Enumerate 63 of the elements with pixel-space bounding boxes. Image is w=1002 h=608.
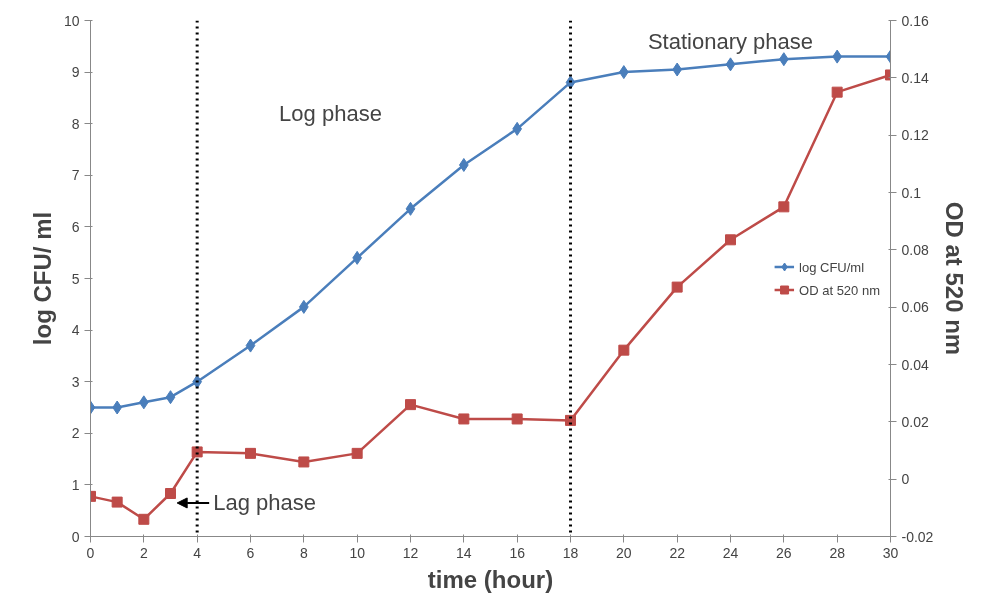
- y2-tick-label: 0: [901, 471, 910, 488]
- x-tick-label: 2: [139, 544, 148, 561]
- y2-tick-label: 0.02: [901, 413, 929, 430]
- annotation: Lag phase: [213, 490, 316, 516]
- y2-tick-label: 0.16: [901, 12, 929, 29]
- annotation: Stationary phase: [647, 28, 814, 54]
- x-tick-label: 4: [193, 544, 202, 561]
- point: [511, 413, 523, 425]
- x-tick-label: 10: [349, 544, 366, 561]
- point: [618, 344, 630, 356]
- y2-tick-label: 0.08: [901, 241, 929, 258]
- point: [138, 513, 150, 525]
- point: [298, 456, 310, 468]
- y2-tick-label: 0.06: [901, 299, 929, 316]
- y2-tick-label: 0.14: [901, 69, 929, 86]
- point: [778, 201, 790, 213]
- x-tick-label: 14: [456, 544, 472, 561]
- y-tick-label: 9: [71, 64, 80, 81]
- point: [458, 413, 470, 425]
- point: [111, 496, 123, 508]
- y-tick-label: 0: [71, 528, 80, 545]
- point: [725, 234, 736, 246]
- y-tick-label: 1: [71, 476, 80, 493]
- y-tick-label: 10: [63, 12, 80, 29]
- annotation: Log phase: [279, 100, 382, 126]
- x-tick-label: 20: [616, 544, 632, 561]
- y2-axis-title: OD at 520 nm: [941, 201, 969, 356]
- point: [245, 338, 256, 353]
- x-tick-label: 12: [402, 544, 419, 561]
- x-tick-label: 30: [882, 544, 899, 561]
- x-tick-label: 0: [86, 544, 95, 561]
- point: [165, 390, 176, 405]
- y-tick-label: 4: [71, 322, 80, 339]
- y-axis-title: log CFU/ ml: [28, 211, 56, 346]
- x-tick-label: 24: [722, 544, 739, 561]
- point: [405, 201, 416, 216]
- point: [671, 281, 683, 293]
- point: [351, 447, 363, 459]
- y-tick-label: 5: [71, 270, 80, 287]
- y-tick-label: 2: [71, 425, 80, 442]
- y2-tick-label: 0.12: [901, 127, 929, 144]
- point: [245, 447, 256, 459]
- x-tick-label: 6: [246, 544, 255, 561]
- point: [165, 488, 176, 499]
- y-tick-label: 3: [71, 373, 80, 390]
- y2-tick-label: -0.02: [901, 528, 934, 545]
- x-tick-label: 16: [509, 544, 526, 561]
- y-tick-label: 8: [71, 115, 80, 132]
- x-tick-label: 18: [562, 544, 579, 561]
- y-tick-label: 7: [71, 167, 80, 184]
- point: [405, 399, 416, 411]
- point: [831, 86, 843, 98]
- x-tick-label: 22: [669, 544, 686, 561]
- legend-label: log CFU/ml: [799, 259, 865, 274]
- x-axis-title: time (hour): [427, 565, 554, 593]
- y2-tick-label: 0.1: [901, 184, 922, 201]
- y-tick-label: 6: [71, 218, 80, 235]
- point: [725, 57, 736, 72]
- legend-label: OD at 520 nm: [799, 282, 880, 297]
- y2-tick-label: 0.04: [901, 356, 929, 373]
- x-tick-label: 26: [776, 544, 792, 561]
- x-tick-label: 8: [299, 544, 308, 561]
- x-tick-label: 28: [829, 544, 846, 561]
